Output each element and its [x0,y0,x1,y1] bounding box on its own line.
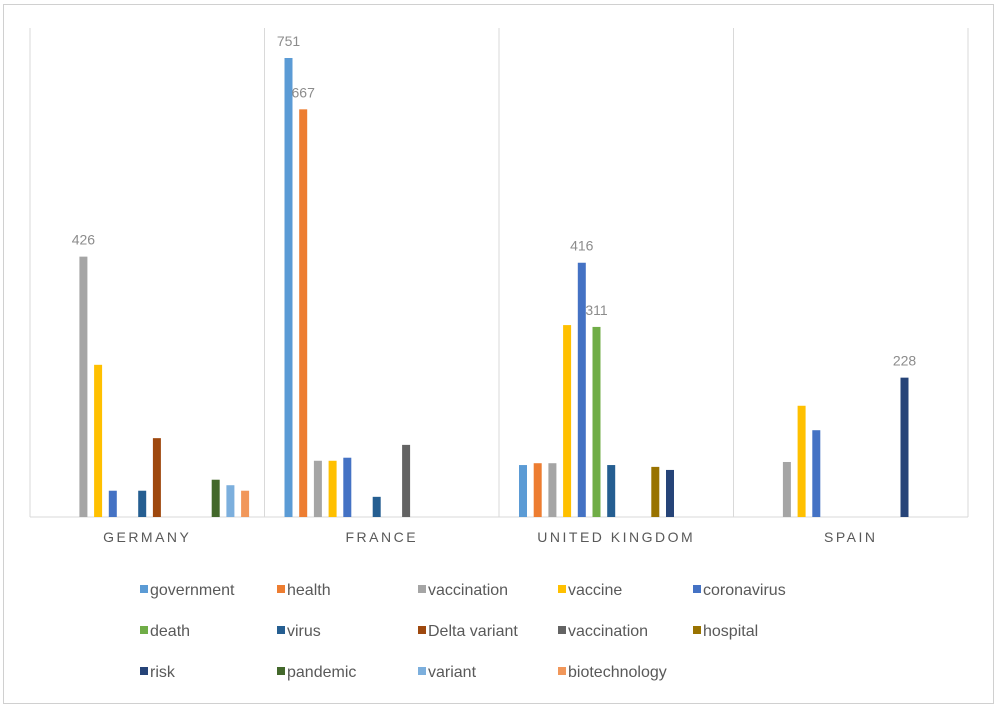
bar [402,444,411,517]
bar [533,463,542,517]
data-label: 751 [277,33,301,49]
legend-swatch [277,585,285,593]
legend-swatch [558,667,566,675]
legend-swatch [140,626,148,634]
bar [666,469,674,517]
bar [138,490,147,517]
legend-label: biotechnology [568,664,667,681]
bar [782,461,791,517]
category-label: GERMANY [103,529,191,545]
bar [563,325,572,517]
bar [900,377,909,517]
chart-frame [3,4,994,704]
legend-swatch [418,626,426,634]
bar [328,460,337,517]
legend-label: virus [287,623,321,640]
legend-swatch [693,626,701,634]
bar [152,438,161,517]
legend-swatch [140,667,148,675]
legend-label: risk [150,664,176,681]
bar [519,465,527,517]
category-label: SPAIN [824,529,877,545]
legend-label: coronavirus [703,582,786,599]
data-label: 426 [72,232,96,248]
bar [79,256,88,517]
legend-label: Delta variant [428,623,518,640]
legend-swatch [277,667,285,675]
bar [651,466,660,517]
legend-swatch [140,585,148,593]
legend-label: pandemic [287,664,356,681]
bar [313,460,322,517]
legend-swatch [558,585,566,593]
bar [577,262,586,517]
bar [372,496,381,517]
legend-label: variant [428,664,477,681]
legend-label: vaccine [568,582,622,599]
bar [607,465,616,517]
category-label: UNITED KINGDOM [537,529,695,545]
bar [592,326,601,517]
bar [343,457,352,517]
bar [548,463,557,517]
legend-swatch [558,626,566,634]
bar [94,364,103,517]
category-label: FRANCE [345,529,418,545]
legend-label: hospital [703,623,758,640]
legend-label: vaccination [428,582,508,599]
legend-label: vaccination [568,623,648,640]
bar [108,490,117,517]
legend-swatch [277,626,285,634]
legend-swatch [418,667,426,675]
legend-label: death [150,623,190,640]
bar [797,405,806,517]
legend-label: government [150,582,235,599]
data-label: 228 [893,353,917,369]
bar [812,430,821,517]
bar [299,109,308,518]
bar [211,479,220,517]
data-label: 667 [292,84,316,100]
legend-label: health [287,582,331,599]
bar [284,58,293,517]
bar [226,485,235,517]
data-label: 416 [570,238,594,254]
legend-swatch [418,585,426,593]
data-label: 311 [585,302,608,318]
bar [241,490,250,517]
legend-swatch [693,585,701,593]
